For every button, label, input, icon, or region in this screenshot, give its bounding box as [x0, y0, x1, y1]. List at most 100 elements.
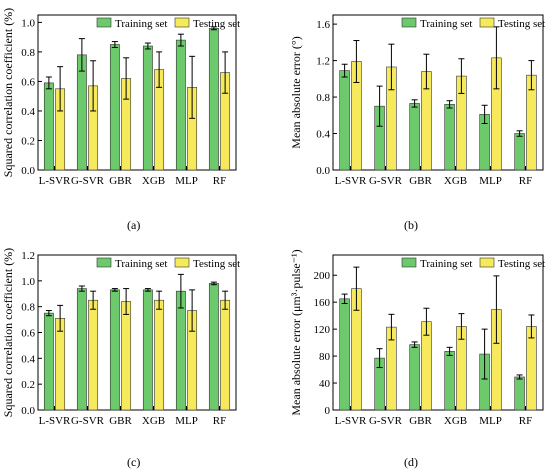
y-tick-label: 0: [325, 405, 331, 417]
bar-train: [142, 45, 153, 171]
legend-label-train: Training set: [115, 258, 167, 270]
x-tick-label: RF: [213, 175, 226, 187]
x-tick-label: MLP: [479, 415, 502, 427]
bar-test: [121, 301, 132, 411]
y-tick-label: 1.2: [21, 250, 35, 262]
y-tick-label: 1.0: [21, 276, 35, 288]
y-tick-label: 0.6: [21, 328, 35, 340]
y-tick-label: 1.2: [316, 56, 330, 68]
y-tick-label: 0.2: [21, 135, 35, 147]
x-tick-label: G-SVR: [71, 415, 105, 427]
x-tick-label: RF: [519, 415, 532, 427]
x-tick-label: L-SVR: [335, 175, 367, 187]
plot-frame: [37, 14, 237, 171]
y-tick-label: 160: [314, 297, 331, 309]
bar-train: [76, 288, 87, 411]
panel-label-a: (a): [127, 218, 141, 232]
bar-train: [76, 54, 87, 171]
bar-train: [208, 283, 219, 411]
y-tick-label: 200: [314, 270, 331, 282]
y-tick-label: 40: [319, 378, 331, 390]
legend-label-test: Testing set: [193, 18, 240, 30]
bar-train: [208, 27, 219, 171]
plot-frame: [332, 14, 544, 171]
x-tick-label: MLP: [479, 175, 502, 187]
bar-train: [444, 104, 455, 171]
bar-train: [514, 133, 525, 171]
x-tick-label: L-SVR: [39, 175, 71, 187]
panel-label-b: (b): [404, 218, 418, 232]
legend-swatch-test: [479, 257, 495, 268]
y-axis-label: Squared correlation coefficient (%): [1, 248, 15, 417]
x-tick-label: L-SVR: [39, 415, 71, 427]
x-tick-label: GBR: [109, 175, 132, 187]
legend-swatch-train: [96, 257, 112, 268]
bar-test: [88, 299, 99, 411]
x-tick-label: GBR: [409, 175, 432, 187]
bar-test: [220, 299, 231, 411]
x-tick-label: XGB: [444, 175, 467, 187]
legend-label-train: Training set: [420, 18, 472, 30]
y-tick-label: 0.8: [316, 92, 330, 104]
y-tick-label: 0.0: [21, 165, 35, 177]
plot-frame: [37, 254, 237, 411]
y-tick-label: 80: [319, 351, 331, 363]
bar-train: [43, 312, 54, 411]
y-tick-label: 0.4: [21, 353, 35, 365]
bar-train: [409, 344, 420, 411]
bar-train: [43, 82, 54, 171]
chart-panel-2: 0.0 0.2 0.4 0.6 0.8 1.0 1.2 Squared correlation…: [1, 248, 240, 427]
chart-panel-0: 0.0 0.2 0.4 0.6 0.8 1.0 Squared correlation co…: [1, 8, 240, 187]
bar-test: [55, 317, 66, 411]
bar-train: [175, 290, 186, 411]
legend-label-test: Testing set: [498, 258, 545, 270]
y-axis-label: Mean absolute error (μm³·pulse⁻¹): [289, 249, 303, 415]
legend-swatch-test: [174, 17, 190, 28]
legend-swatch-train: [401, 257, 417, 268]
bar-train: [142, 289, 153, 411]
bar-train: [409, 103, 420, 171]
legend-label-test: Testing set: [193, 258, 240, 270]
y-tick-label: 0.2: [21, 379, 35, 391]
x-tick-label: GBR: [109, 415, 132, 427]
y-tick-label: 0.4: [316, 129, 330, 141]
y-tick-label: 1.0: [21, 17, 35, 29]
x-tick-label: G-SVR: [71, 175, 105, 187]
y-tick-label: 0.0: [316, 165, 330, 177]
y-tick-label: 0.8: [21, 47, 35, 59]
plot-frame: [332, 254, 544, 411]
bar-test: [526, 326, 537, 411]
bar-train: [175, 39, 186, 171]
x-tick-label: MLP: [175, 415, 198, 427]
y-tick-label: 0.8: [21, 302, 35, 314]
x-tick-label: GBR: [409, 415, 432, 427]
chart-panel-1: 0.0 0.4 0.8 1.2 1.6 Mean absolute error (°) L-…: [289, 14, 545, 187]
x-tick-label: RF: [213, 415, 226, 427]
legend-swatch-test: [174, 257, 190, 268]
x-tick-label: RF: [519, 175, 532, 187]
legend-swatch-train: [96, 17, 112, 28]
bar-train: [109, 289, 120, 411]
panel-label-d: (d): [404, 455, 418, 469]
y-tick-label: 120: [314, 324, 331, 336]
legend-swatch-test: [479, 17, 495, 28]
chart-panel-3: 0 40 80 120 160 200 Mean absolute error (μm³·p…: [289, 249, 545, 427]
legend-label-train: Training set: [420, 258, 472, 270]
y-tick-label: 1.6: [316, 19, 330, 31]
x-tick-label: G-SVR: [369, 415, 403, 427]
bar-train: [339, 70, 350, 171]
x-tick-label: G-SVR: [369, 175, 403, 187]
legend-label-test: Testing set: [498, 18, 545, 30]
legend-label-train: Training set: [115, 18, 167, 30]
x-tick-label: L-SVR: [335, 415, 367, 427]
y-tick-label: 0.6: [21, 76, 35, 88]
x-tick-label: XGB: [142, 415, 165, 427]
panel-label-c: (c): [127, 455, 141, 469]
legend-swatch-train: [401, 17, 417, 28]
y-tick-label: 0.4: [21, 106, 35, 118]
bar-train: [109, 44, 120, 171]
y-axis-label: Squared correlation coefficient (%): [1, 8, 15, 177]
x-tick-label: MLP: [175, 175, 198, 187]
bar-test: [154, 299, 165, 411]
bar-train: [514, 376, 525, 411]
